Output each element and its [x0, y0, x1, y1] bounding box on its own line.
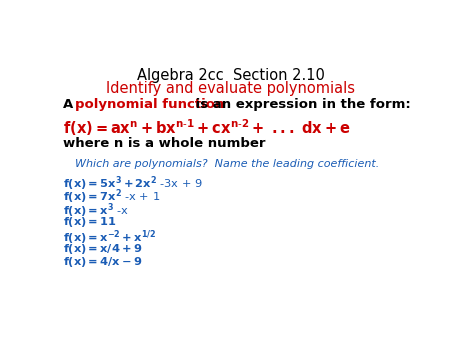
Text: $\mathbf{f(x) = x^3 \text{ -x}}$: $\mathbf{f(x) = x^3 \text{ -x}}$: [63, 201, 129, 220]
Text: Which are polynomials?  Name the leading coefficient.: Which are polynomials? Name the leading …: [76, 159, 380, 169]
Text: $\mathbf{f(x) = 7x^2 \text{ -x + 1}}$: $\mathbf{f(x) = 7x^2 \text{ -x + 1}}$: [63, 188, 161, 206]
Text: $\mathbf{f(x) = 11}$: $\mathbf{f(x) = 11}$: [63, 215, 117, 229]
Text: Algebra 2cc  Section 2.10: Algebra 2cc Section 2.10: [137, 68, 324, 83]
Text: $\mathbf{f(x) = ax^n + bx^{n\text{-}1} + cx^{n\text{-}2} + \ ...\ dx + e}$: $\mathbf{f(x) = ax^n + bx^{n\text{-}1} +…: [63, 117, 351, 138]
Text: $\mathbf{f(x) = x/4 + 9}$: $\mathbf{f(x) = x/4 + 9}$: [63, 242, 143, 256]
Text: Identify and evaluate polynomials: Identify and evaluate polynomials: [106, 81, 355, 96]
Text: polynomial function: polynomial function: [76, 98, 225, 111]
Text: $\mathbf{f(x) = 5x^3 + 2x^2 \text{ -3x + 9}}$: $\mathbf{f(x) = 5x^3 + 2x^2 \text{ -3x +…: [63, 174, 203, 193]
Text: where n is a whole number: where n is a whole number: [63, 137, 266, 150]
Text: is an expression in the form:: is an expression in the form:: [190, 98, 410, 111]
Text: $\mathbf{f(x) = 4/x - 9}$: $\mathbf{f(x) = 4/x - 9}$: [63, 255, 143, 269]
Text: $\mathbf{f(x) = x^{-2} + x^{1/2}}$: $\mathbf{f(x) = x^{-2} + x^{1/2}}$: [63, 228, 156, 247]
Text: A: A: [63, 98, 78, 111]
